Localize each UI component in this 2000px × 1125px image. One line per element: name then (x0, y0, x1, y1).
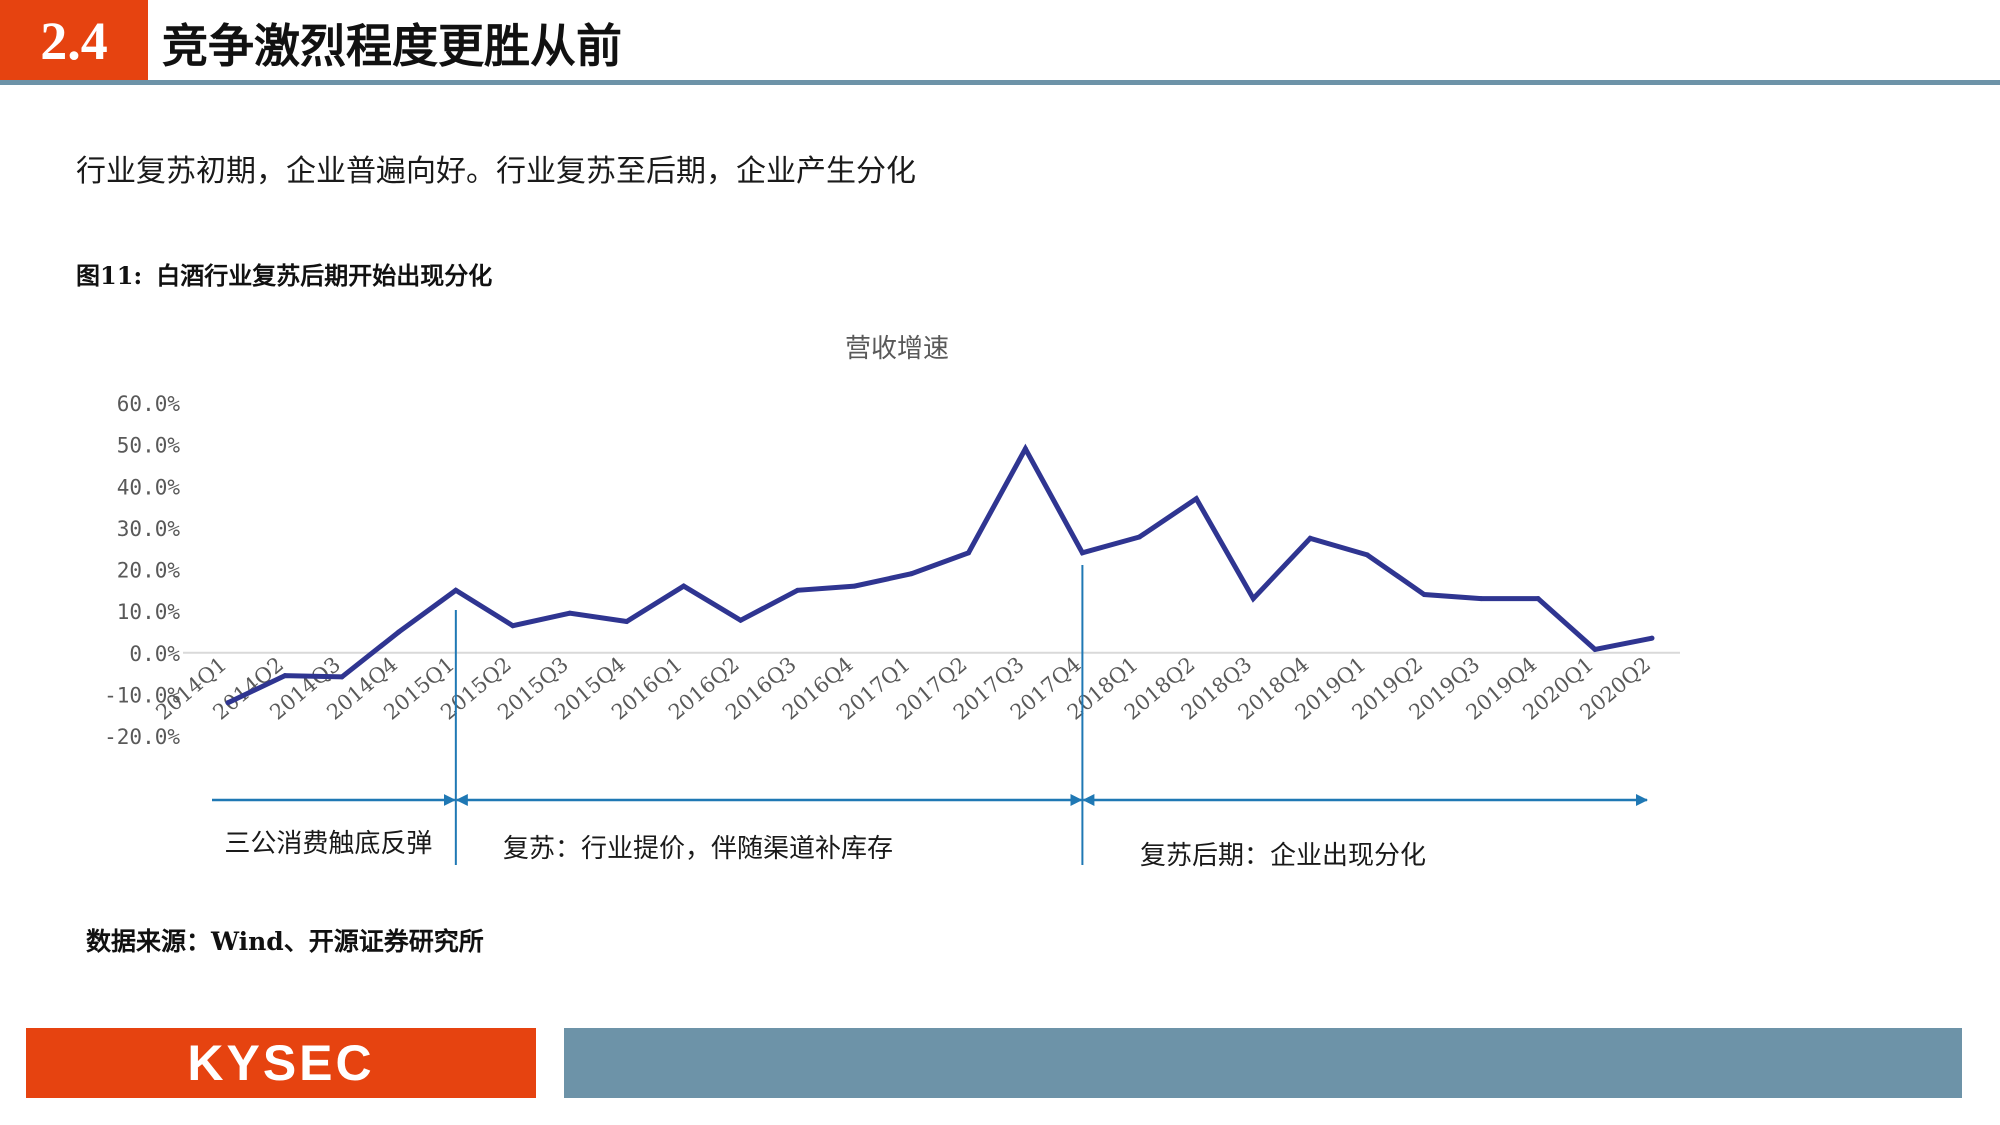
data-point (1250, 596, 1256, 602)
page-subtitle: 行业复苏初期，企业普遍向好。行业复苏至后期，企业产生分化 (76, 154, 916, 189)
figure-label: 图11: (76, 261, 143, 290)
header-divider (0, 80, 2000, 85)
chart-title: 营收增速 (845, 334, 949, 364)
data-point (453, 587, 459, 593)
y-tick-label: 50.0% (117, 434, 181, 458)
data-point (795, 587, 801, 593)
figure-caption: 图11: 白酒行业复苏后期开始出现分化 (76, 256, 506, 291)
phase-label: 三公消费触底反弹 (224, 829, 432, 859)
data-point (282, 673, 288, 679)
data-source: 数据来源：Wind、开源证券研究所 (86, 927, 484, 956)
data-point (396, 629, 402, 635)
y-tick-label: 40.0% (117, 475, 181, 499)
data-point (1193, 496, 1199, 502)
data-point (339, 674, 345, 680)
figure-caption-text: 白酒行业复苏后期开始出现分化 (156, 261, 493, 290)
data-point (909, 571, 915, 577)
y-tick-label: -20.0% (104, 725, 180, 749)
data-point (225, 700, 231, 706)
data-point (1478, 596, 1484, 602)
data-point (624, 619, 630, 625)
data-point (1079, 550, 1085, 556)
data-point (1022, 446, 1028, 452)
y-tick-label: 30.0% (117, 517, 181, 541)
kysec-logo: KYSEC (26, 1028, 536, 1098)
data-points (225, 446, 1655, 706)
data-point (1307, 535, 1313, 541)
y-axis: 60.0% 50.0% 40.0% 30.0% 20.0% 10.0% 0.0% -10.0%… (104, 392, 180, 749)
data-point (1136, 534, 1142, 540)
data-point (1592, 646, 1598, 652)
footer-bar (564, 1028, 1962, 1098)
data-point (852, 583, 858, 589)
section-number: 2.4 (0, 0, 148, 82)
x-axis: 2014Q12014Q22014Q32014Q42015Q12015Q22015… (151, 652, 1655, 724)
revenue-growth-line (226, 443, 1653, 705)
data-point (510, 623, 516, 629)
y-tick-label: 20.0% (117, 559, 181, 583)
y-tick-label: -10.0% (104, 683, 180, 707)
y-tick-label: 0.0% (129, 642, 180, 666)
data-point (965, 550, 971, 556)
phase-label: 复苏：行业提价，伴随渠道补库存 (503, 834, 893, 864)
data-point (738, 617, 744, 623)
data-point (1421, 591, 1427, 597)
y-tick-label: 10.0% (117, 600, 181, 624)
data-point (681, 583, 687, 589)
page-title: 竞争激烈程度更胜从前 (162, 19, 622, 73)
data-point (567, 610, 573, 616)
data-point (1535, 596, 1541, 602)
y-tick-label: 60.0% (117, 392, 181, 416)
revenue-growth-chart: 营收增速 60.0% 50.0% 40.0% 30.0% 20.0% 10.0% 0.0% -… (104, 334, 1680, 871)
data-point (1649, 635, 1655, 641)
phase-label: 复苏后期：企业出现分化 (1140, 841, 1426, 871)
phase-annotations: 三公消费触底反弹 复苏：行业提价，伴随渠道补库存 复苏后期：企业出现分化 (212, 565, 1648, 871)
data-point (1364, 552, 1370, 558)
